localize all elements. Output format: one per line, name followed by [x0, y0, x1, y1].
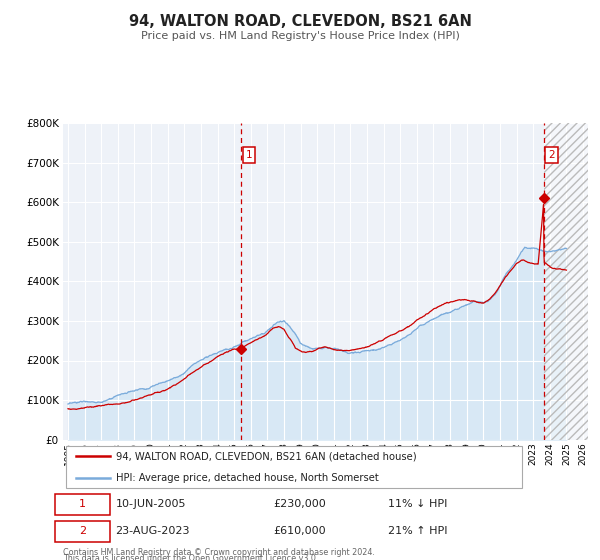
Text: 1: 1 — [79, 499, 86, 509]
Text: 2: 2 — [79, 526, 86, 536]
FancyBboxPatch shape — [55, 521, 110, 542]
Text: £230,000: £230,000 — [273, 499, 326, 509]
Text: Contains HM Land Registry data © Crown copyright and database right 2024.: Contains HM Land Registry data © Crown c… — [63, 548, 375, 557]
Text: 1: 1 — [245, 150, 252, 160]
Text: 23-AUG-2023: 23-AUG-2023 — [115, 526, 190, 536]
Text: Price paid vs. HM Land Registry's House Price Index (HPI): Price paid vs. HM Land Registry's House … — [140, 31, 460, 41]
Text: 2: 2 — [548, 150, 554, 160]
FancyBboxPatch shape — [55, 494, 110, 515]
Text: 21% ↑ HPI: 21% ↑ HPI — [389, 526, 448, 536]
Text: £610,000: £610,000 — [273, 526, 326, 536]
Text: 94, WALTON ROAD, CLEVEDON, BS21 6AN (detached house): 94, WALTON ROAD, CLEVEDON, BS21 6AN (det… — [115, 451, 416, 461]
FancyBboxPatch shape — [65, 446, 523, 488]
Text: 94, WALTON ROAD, CLEVEDON, BS21 6AN: 94, WALTON ROAD, CLEVEDON, BS21 6AN — [128, 14, 472, 29]
Text: HPI: Average price, detached house, North Somerset: HPI: Average price, detached house, Nort… — [115, 473, 378, 483]
Text: 10-JUN-2005: 10-JUN-2005 — [115, 499, 186, 509]
Text: 11% ↓ HPI: 11% ↓ HPI — [389, 499, 448, 509]
Text: This data is licensed under the Open Government Licence v3.0.: This data is licensed under the Open Gov… — [63, 554, 319, 560]
